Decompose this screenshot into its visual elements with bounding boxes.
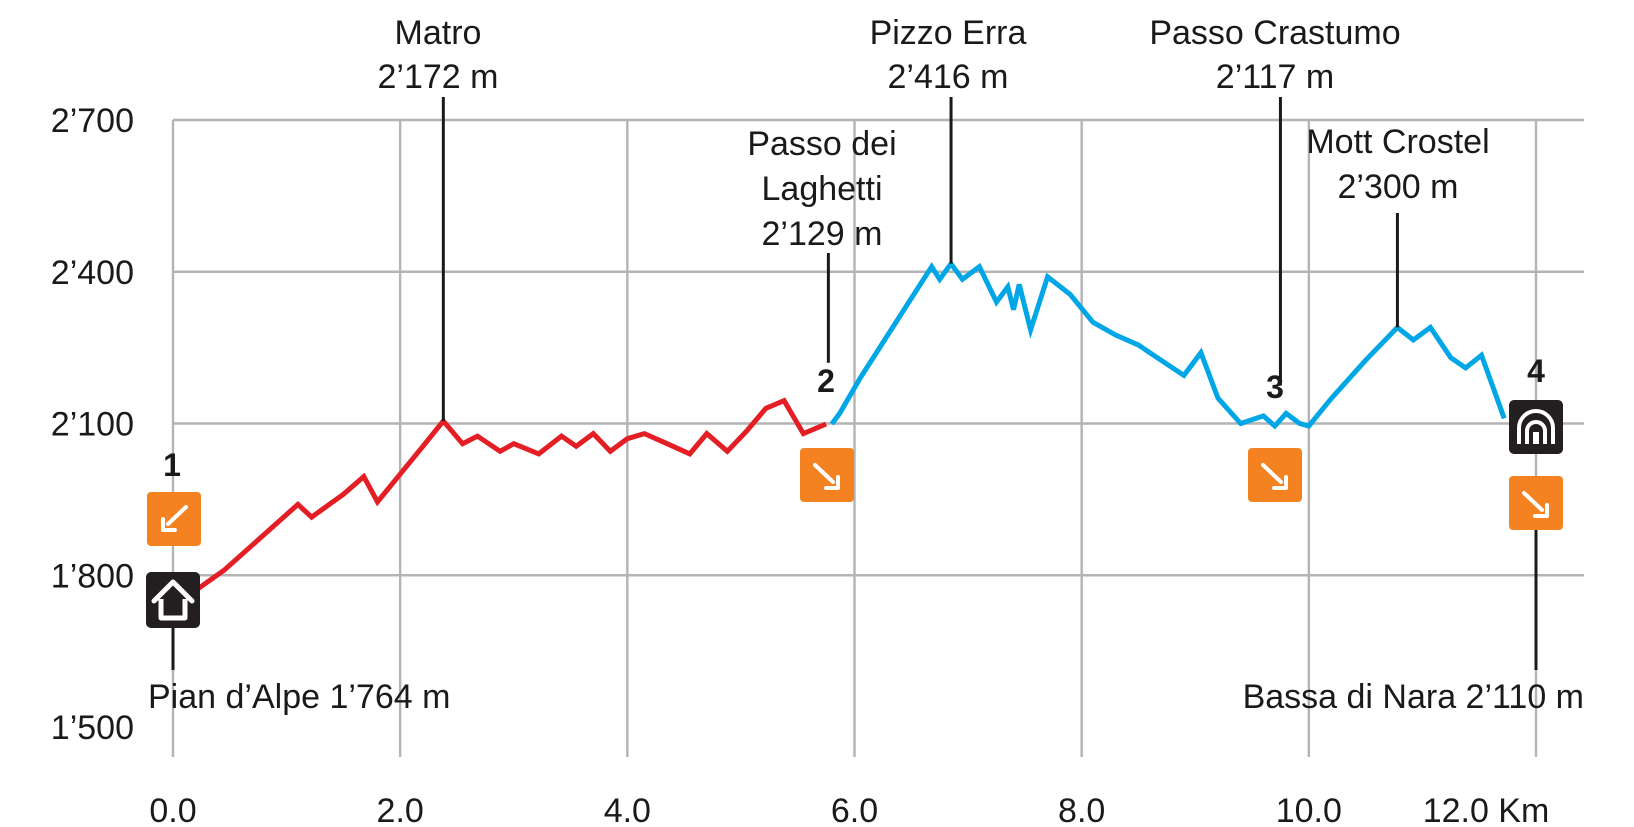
turn-left-arrow-icon [147,492,201,546]
x-tick-label: 8.0 [1058,792,1105,827]
x-tick-label: 10.0 [1276,792,1342,827]
hut-icon [1509,400,1563,454]
x-axis: 0.0 2.0 4.0 6.0 8.0 10.0 12.0 Km [149,792,1549,827]
end-label: Bassa di Nara 2’110 m [1243,678,1584,716]
annotation-matro-elevation: 2’172 m [378,58,499,96]
annotation-pizzo-erra-name: Pizzo Erra [870,14,1027,52]
x-tick-label: 2.0 [377,792,424,827]
annotation-leaders [441,97,1399,421]
waypoint-number-1: 1 [163,447,181,483]
y-tick-label: 2’700 [51,102,134,140]
y-tick-label: 2’100 [51,406,134,444]
turn-right-arrow-icon [800,448,854,502]
annotation-laghetti-elevation: 2’129 m [762,215,883,253]
grid-layer [171,118,1584,757]
x-tick-label: 0.0 [149,792,196,827]
x-tick-label: 4.0 [604,792,651,827]
y-tick-label: 1’800 [51,557,134,595]
home-icon [146,572,200,628]
waypoint-number-3: 3 [1266,369,1284,405]
annotation-laghetti-name-line1: Passo dei [747,125,896,163]
x-tick-label: 6.0 [831,792,878,827]
elevation-lines [172,259,1507,596]
y-axis: 1’500 1’800 2’100 2’400 2’700 [51,102,134,747]
y-tick-label: 1’500 [51,709,134,747]
waypoint-number-2: 2 [817,363,835,399]
turn-right-arrow-icon [1248,448,1302,502]
y-tick-label: 2’400 [51,254,134,292]
annotation-laghetti-name-line2: Laghetti [762,170,883,208]
turn-right-arrow-icon [1509,476,1563,530]
annotation-matro-name: Matro [395,14,482,52]
start-label: Pian d’Alpe 1’764 m [148,678,450,716]
annotation-crastumo-elevation: 2’117 m [1216,58,1334,96]
annotation-crastumo-name: Passo Crastumo [1149,14,1400,52]
x-tick-label: 12.0 Km [1423,792,1550,827]
elevation-line-red-section [172,397,828,596]
annotation-pizzo-erra-elevation: 2’416 m [888,58,1009,96]
elevation-line-blue-section [829,259,1507,430]
annotation-mott-crostel-elevation: 2’300 m [1338,168,1459,206]
annotation-mott-crostel-name: Mott Crostel [1306,123,1489,161]
waypoint-number-4: 4 [1527,353,1545,389]
